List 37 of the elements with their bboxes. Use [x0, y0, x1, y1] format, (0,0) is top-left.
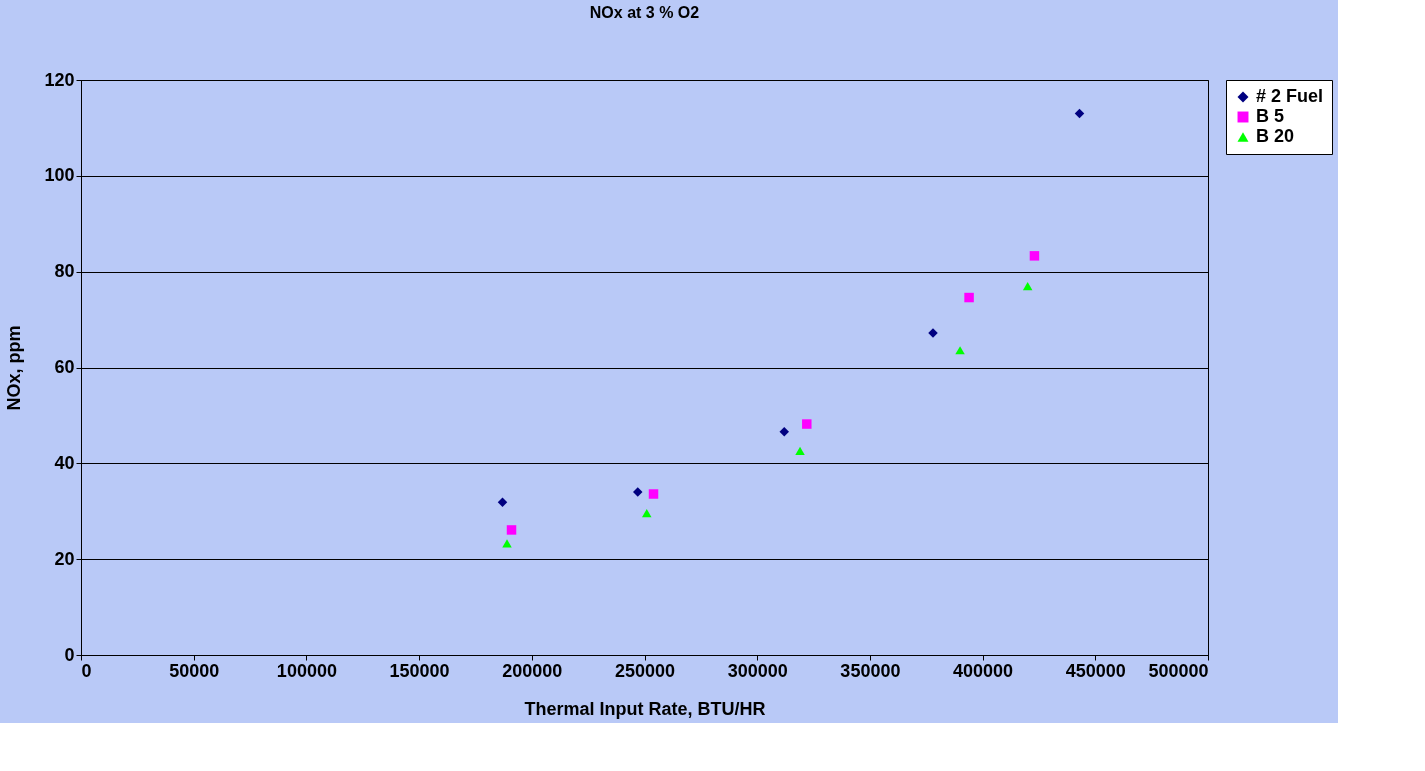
point	[648, 489, 659, 499]
x-axis-title: Thermal Input Rate, BTU/HR	[524, 698, 766, 719]
point	[642, 509, 652, 518]
point	[779, 426, 789, 437]
point	[1074, 108, 1085, 119]
legend-label: B 5	[1256, 106, 1285, 126]
y-axis-title: NOx, ppm	[4, 325, 25, 411]
x-tick-label: 350000	[840, 660, 901, 681]
x-tick-label: 250000	[614, 660, 676, 681]
y-tick-label: 0	[64, 644, 75, 665]
legend-label: # 2 Fuel	[1256, 86, 1324, 106]
x-tick-label: 400000	[953, 660, 1014, 681]
x-tick-label: 450000	[1065, 660, 1126, 681]
x-tick-label: 100000	[276, 660, 337, 681]
x-tick-label: 200000	[502, 660, 563, 681]
x-tick-label: 500000	[1148, 660, 1209, 681]
point	[795, 446, 805, 455]
point	[1029, 251, 1040, 261]
chart-title: NOx at 3 % O2	[589, 4, 700, 21]
point	[964, 292, 974, 303]
y-tick-label: 80	[54, 261, 75, 282]
x-tick-label: 150000	[389, 660, 450, 681]
point	[506, 525, 517, 535]
y-tick-label: 100	[44, 165, 75, 186]
point	[1022, 281, 1033, 291]
y-tick-label: 20	[54, 548, 75, 569]
point	[802, 419, 812, 429]
point	[632, 487, 643, 497]
point	[497, 497, 508, 507]
x-tick-label: 300000	[727, 660, 788, 681]
y-tick-label: 40	[54, 452, 75, 473]
legend-label: B 20	[1256, 126, 1295, 146]
y-tick-label: 120	[44, 69, 75, 90]
x-tick-label: 50000	[169, 660, 220, 681]
y-tick-label: 60	[54, 357, 75, 377]
x-tick-label: 0	[81, 660, 92, 681]
point	[955, 346, 965, 355]
